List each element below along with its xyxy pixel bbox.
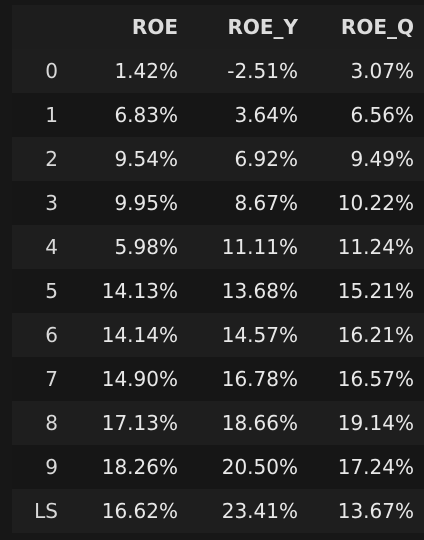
cell-roe: 1.42% [114,59,178,83]
cell-roe: 9.54% [114,147,178,171]
cell-roe-q: 13.67% [337,499,414,523]
index-header [12,5,70,49]
column-header-roe-y: ROE_Y [227,15,298,39]
table-header: ROE ROE_Y ROE_Q [12,5,424,49]
row-index: 6 [45,323,58,347]
cell-roe-y: 18.66% [221,411,298,435]
cell-roe-q: 6.56% [350,103,414,127]
cell-roe-y: -2.51% [227,59,298,83]
cell-roe-y: 20.50% [221,455,298,479]
cell-roe-q: 11.24% [337,235,414,259]
cell-roe-q: 10.22% [337,191,414,215]
cell-roe: 16.62% [101,499,178,523]
row-index: 1 [45,103,58,127]
row-index: 4 [45,235,58,259]
table-row: 0 1.42% -2.51% 3.07% [12,49,424,93]
table-row: 7 14.90% 16.78% 16.57% [12,357,424,401]
row-index: 5 [45,279,58,303]
row-index: LS [34,499,58,523]
cell-roe: 14.13% [101,279,178,303]
cell-roe-q: 3.07% [350,59,414,83]
cell-roe-y: 6.92% [234,147,298,171]
cell-roe: 6.83% [114,103,178,127]
column-header-roe: ROE [131,15,178,39]
cell-roe-q: 19.14% [337,411,414,435]
cell-roe: 18.26% [101,455,178,479]
table-body: 0 1.42% -2.51% 3.07% 1 6.83% 3.64% 6.56%… [12,49,424,533]
row-index: 9 [45,455,58,479]
dataframe-output: ROE ROE_Y ROE_Q 0 1.42% -2.51% 3.07% 1 6… [12,5,424,533]
cell-roe-q: 16.57% [337,367,414,391]
cell-roe-q: 15.21% [337,279,414,303]
cell-roe: 5.98% [114,235,178,259]
cell-roe-q: 17.24% [337,455,414,479]
cell-roe-q: 9.49% [350,147,414,171]
cell-roe-y: 3.64% [234,103,298,127]
cell-roe: 14.90% [101,367,178,391]
cell-roe: 17.13% [101,411,178,435]
row-index: 7 [45,367,58,391]
table-row: 1 6.83% 3.64% 6.56% [12,93,424,137]
table-row: 9 18.26% 20.50% 17.24% [12,445,424,489]
column-header-roe-q: ROE_Q [340,15,414,39]
row-index: 8 [45,411,58,435]
cell-roe: 9.95% [114,191,178,215]
cell-roe-y: 14.57% [221,323,298,347]
cell-roe-y: 13.68% [221,279,298,303]
table-row: 2 9.54% 6.92% 9.49% [12,137,424,181]
table-row: 4 5.98% 11.11% 11.24% [12,225,424,269]
cell-roe-y: 8.67% [234,191,298,215]
cell-roe-q: 16.21% [337,323,414,347]
table-row: 8 17.13% 18.66% 19.14% [12,401,424,445]
row-index: 3 [45,191,58,215]
cell-roe-y: 23.41% [221,499,298,523]
row-index: 0 [45,59,58,83]
row-index: 2 [45,147,58,171]
results-table: ROE ROE_Y ROE_Q 0 1.42% -2.51% 3.07% 1 6… [12,5,424,533]
cell-roe: 14.14% [101,323,178,347]
table-row: 6 14.14% 14.57% 16.21% [12,313,424,357]
table-row: 5 14.13% 13.68% 15.21% [12,269,424,313]
cell-roe-y: 11.11% [221,235,298,259]
header-row: ROE ROE_Y ROE_Q [12,5,424,49]
cell-roe-y: 16.78% [221,367,298,391]
table-row: 3 9.95% 8.67% 10.22% [12,181,424,225]
table-row: LS 16.62% 23.41% 13.67% [12,489,424,533]
